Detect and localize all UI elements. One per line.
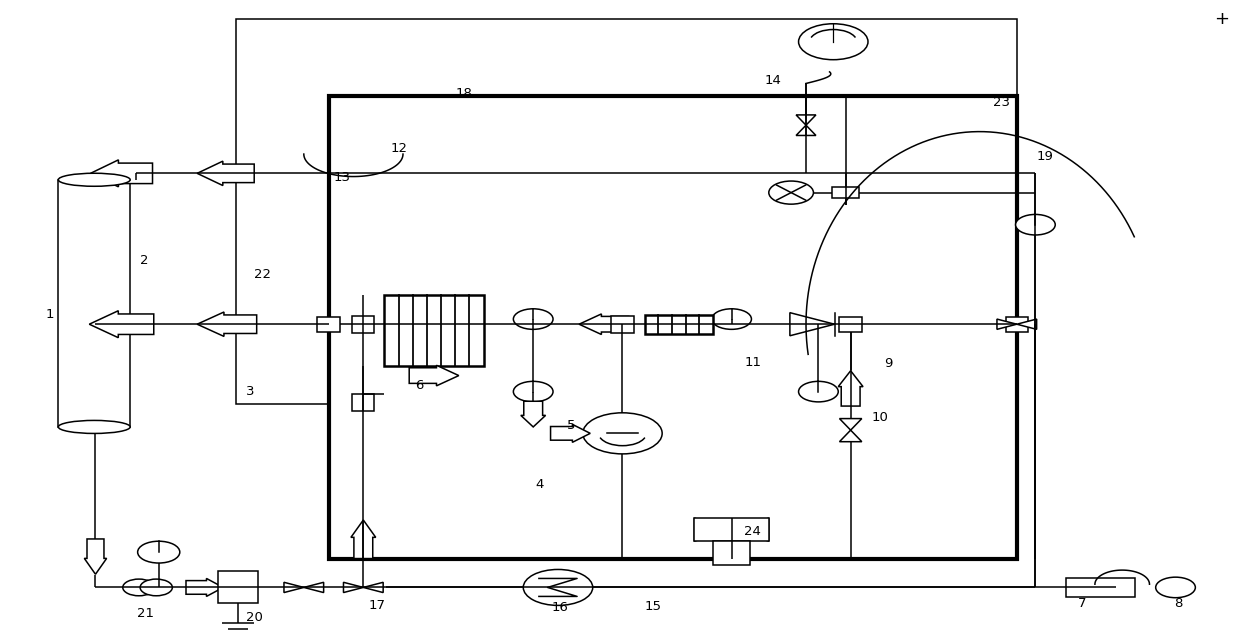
Circle shape (799, 24, 868, 60)
Bar (218, 571, 258, 603)
Text: 14: 14 (764, 74, 781, 87)
Text: 9: 9 (884, 357, 892, 370)
Polygon shape (197, 161, 254, 186)
Polygon shape (284, 582, 304, 593)
Polygon shape (343, 582, 363, 593)
Circle shape (799, 381, 838, 402)
Text: 16: 16 (552, 602, 569, 614)
Circle shape (138, 541, 180, 563)
Circle shape (1156, 577, 1195, 598)
Text: 6: 6 (415, 379, 423, 392)
Text: 13: 13 (334, 171, 351, 184)
Text: 10: 10 (872, 411, 889, 424)
Bar (352, 316, 374, 333)
Text: 7: 7 (1079, 597, 1086, 610)
Text: 5: 5 (568, 419, 575, 431)
Bar (352, 394, 374, 411)
Polygon shape (551, 424, 590, 442)
Bar (58, 180, 130, 427)
Bar (317, 317, 340, 332)
Polygon shape (521, 401, 546, 427)
Polygon shape (694, 518, 732, 541)
Text: 2: 2 (140, 254, 148, 266)
Bar (694, 518, 769, 541)
Text: 1: 1 (46, 308, 53, 321)
Text: 22: 22 (254, 268, 272, 281)
Polygon shape (839, 419, 862, 430)
Polygon shape (1017, 319, 1037, 329)
Circle shape (513, 309, 553, 329)
Circle shape (140, 579, 172, 596)
Bar (236, 19, 1017, 404)
Circle shape (1016, 214, 1055, 235)
Polygon shape (997, 319, 1017, 329)
Polygon shape (186, 578, 223, 596)
Bar (645, 315, 713, 334)
Bar (384, 295, 484, 366)
Text: 11: 11 (744, 356, 761, 369)
Text: 20: 20 (246, 611, 263, 624)
Polygon shape (796, 125, 816, 135)
Text: 15: 15 (645, 600, 662, 613)
Circle shape (712, 309, 751, 329)
Text: 4: 4 (536, 478, 543, 491)
Circle shape (583, 413, 662, 454)
Text: 17: 17 (368, 599, 386, 612)
Polygon shape (84, 539, 107, 574)
Bar (839, 317, 862, 332)
Bar (1066, 578, 1135, 597)
Circle shape (769, 181, 813, 204)
Bar (1006, 317, 1028, 332)
Circle shape (523, 569, 593, 605)
Polygon shape (732, 518, 769, 541)
Text: 19: 19 (1037, 150, 1054, 162)
Circle shape (123, 579, 155, 596)
Polygon shape (790, 313, 835, 336)
Polygon shape (91, 160, 153, 187)
Polygon shape (304, 582, 324, 593)
Circle shape (513, 381, 553, 402)
Polygon shape (351, 520, 376, 559)
Bar (329, 96, 1017, 559)
Bar (713, 541, 750, 565)
Text: 23: 23 (993, 96, 1011, 109)
Text: +: + (1214, 10, 1229, 28)
Text: 18: 18 (455, 87, 472, 100)
Text: 8: 8 (1174, 597, 1182, 610)
Polygon shape (796, 115, 816, 125)
Bar (611, 316, 634, 333)
Text: 24: 24 (744, 525, 761, 538)
Text: 21: 21 (136, 607, 154, 620)
Polygon shape (838, 371, 863, 406)
Polygon shape (89, 311, 154, 338)
Polygon shape (363, 582, 383, 593)
Text: 3: 3 (247, 385, 254, 398)
Polygon shape (197, 312, 257, 336)
Polygon shape (579, 314, 629, 334)
Ellipse shape (58, 173, 130, 186)
Polygon shape (409, 365, 459, 386)
Bar (832, 187, 859, 198)
Text: 12: 12 (391, 143, 408, 155)
Ellipse shape (58, 421, 130, 433)
Polygon shape (839, 430, 862, 442)
